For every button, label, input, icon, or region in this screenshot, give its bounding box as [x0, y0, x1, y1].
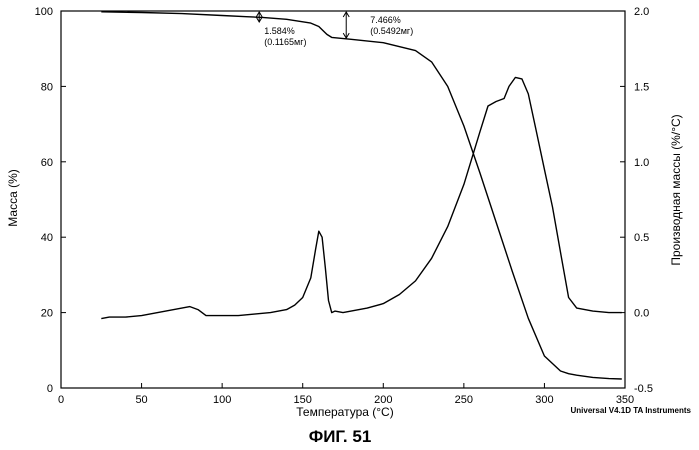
plot-border — [60, 10, 626, 389]
y-right-axis-title: Производная массы (%/°C) — [669, 114, 683, 265]
y-right-tick-label: 1.5 — [634, 81, 649, 93]
x-tick-label: 250 — [455, 394, 473, 406]
x-tick-label: 150 — [294, 394, 312, 406]
y-left-axis-title: Масса (%) — [6, 169, 20, 226]
mass-curve — [101, 11, 622, 380]
step-percent-label: 7.466% — [370, 15, 401, 25]
x-tick-label: 350 — [616, 394, 634, 406]
plot-frame — [60, 10, 626, 389]
x-axis-title: Температура (°C) — [296, 405, 393, 419]
x-tick-label: 200 — [374, 394, 392, 406]
annotation-layer: 1.584%(0.1165мг) 7.466%(0.5492мг) — [255, 11, 413, 47]
step-arrow-down — [255, 16, 263, 23]
y-left-tick-label: 40 — [41, 232, 53, 244]
x-tick-label: 300 — [535, 394, 553, 406]
step-arrow-up — [255, 11, 263, 18]
y-left-tick-label: 80 — [41, 81, 53, 93]
y-right-tick-label: 2.0 — [634, 6, 649, 18]
instrument-credit: Universal V4.1D TA Instruments — [571, 406, 692, 415]
y-right-tick-label: 0.5 — [634, 232, 649, 244]
y-left-tick-label: 20 — [41, 308, 53, 320]
x-tick-label: 50 — [135, 394, 147, 406]
x-tick-label: 100 — [213, 394, 231, 406]
y-left-tick-label: 0 — [47, 383, 53, 395]
y-right-tick-label: 0.0 — [634, 308, 649, 320]
x-tick-label: 0 — [58, 394, 64, 406]
step-mass-label: (0.5492мг) — [370, 26, 413, 36]
figure-caption: ФИГ. 51 — [309, 427, 372, 446]
axis-ticks: 0 50 100 150 200 250 300 350 0 20 40 60 80 100 -0.5 0.0… — [35, 6, 653, 406]
step-percent-label: 1.584% — [264, 26, 295, 36]
y-right-tick-label: -0.5 — [634, 383, 653, 395]
series-layer — [101, 11, 622, 380]
y-left-tick-label: 100 — [35, 6, 53, 18]
y-right-tick-label: 1.0 — [634, 157, 649, 169]
step-mass-label: (0.1165мг) — [264, 37, 306, 47]
step-arrow-up — [342, 11, 350, 18]
step-arrow-down — [342, 32, 350, 40]
y-left-tick-label: 60 — [41, 157, 53, 169]
derivative-curve — [101, 76, 622, 320]
